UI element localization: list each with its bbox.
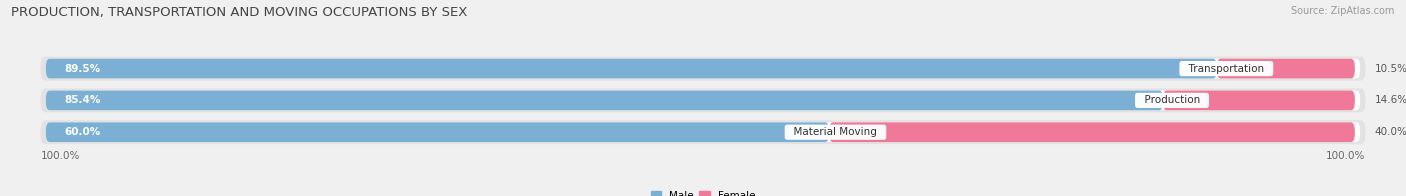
Text: 100.0%: 100.0%	[1326, 151, 1365, 161]
Text: 85.4%: 85.4%	[65, 95, 101, 105]
Text: Transportation: Transportation	[1182, 64, 1271, 74]
FancyBboxPatch shape	[41, 88, 1365, 112]
Text: 40.0%: 40.0%	[1375, 127, 1406, 137]
Text: Production: Production	[1137, 95, 1206, 105]
FancyBboxPatch shape	[41, 120, 1365, 144]
Text: 60.0%: 60.0%	[65, 127, 101, 137]
Text: 14.6%: 14.6%	[1375, 95, 1406, 105]
FancyBboxPatch shape	[1163, 91, 1355, 110]
FancyBboxPatch shape	[46, 59, 1360, 78]
FancyBboxPatch shape	[46, 122, 1360, 142]
FancyBboxPatch shape	[46, 91, 1163, 110]
Legend: Male, Female: Male, Female	[647, 186, 759, 196]
FancyBboxPatch shape	[46, 122, 830, 142]
FancyBboxPatch shape	[46, 59, 1216, 78]
FancyBboxPatch shape	[830, 122, 1355, 142]
FancyBboxPatch shape	[1216, 59, 1355, 78]
Text: 10.5%: 10.5%	[1375, 64, 1406, 74]
FancyBboxPatch shape	[46, 91, 1360, 110]
Text: 89.5%: 89.5%	[65, 64, 101, 74]
Text: Source: ZipAtlas.com: Source: ZipAtlas.com	[1291, 6, 1395, 16]
Text: Material Moving: Material Moving	[787, 127, 884, 137]
FancyBboxPatch shape	[41, 57, 1365, 81]
Text: 100.0%: 100.0%	[41, 151, 80, 161]
Text: PRODUCTION, TRANSPORTATION AND MOVING OCCUPATIONS BY SEX: PRODUCTION, TRANSPORTATION AND MOVING OC…	[11, 6, 468, 19]
